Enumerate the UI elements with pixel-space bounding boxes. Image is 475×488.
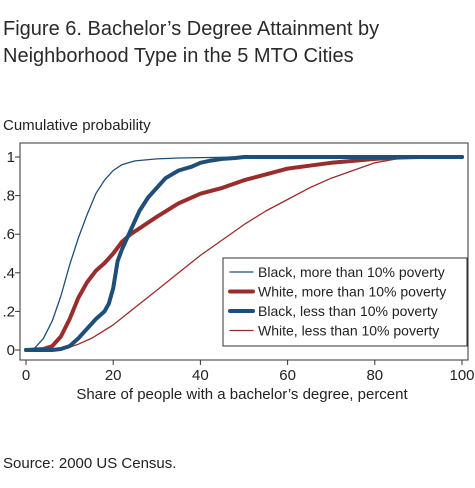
y-tick-label: 0: [7, 342, 15, 359]
y-tick-label: .4: [2, 265, 15, 282]
legend-entry-label: Black, less than 10% poverty: [258, 303, 438, 319]
x-tick-label: 60: [279, 367, 296, 384]
series-line-3: [25, 156, 463, 351]
x-tick-label: 40: [192, 367, 209, 384]
axes-layer: 0 20 40 60 80 100 0 .2 .4 .6 .8 1: [2, 142, 475, 384]
legend: Black, more than 10% poverty White, more …: [222, 257, 468, 347]
x-tick-label: 80: [366, 367, 383, 384]
series-line-0: [25, 156, 463, 351]
series-line-2: [24, 155, 464, 352]
y-tick-label: .6: [2, 226, 15, 243]
source-note: Source: 2000 US Census.: [3, 455, 177, 472]
y-tick-label: .8: [2, 188, 15, 205]
x-axis-label: Share of people with a bachelor’s degree…: [76, 386, 408, 403]
series-line-1: [24, 155, 464, 352]
y-tick-label: 1: [7, 149, 15, 166]
figure-title-line-1: Figure 6. Bachelor’s Degree Attainment b…: [3, 18, 380, 40]
legend-box: [222, 257, 468, 347]
y-tick-label: .2: [2, 303, 15, 320]
legend-entry-label: White, less than 10% poverty: [258, 323, 439, 339]
x-tick-label: 0: [22, 367, 30, 384]
x-tick-label: 20: [105, 367, 122, 384]
figure-title-line-2: Neighborhood Type in the 5 MTO Cities: [3, 45, 354, 67]
x-tick-label: 100: [449, 367, 474, 384]
figure-title: Figure 6. Bachelor’s Degree Attainment b…: [3, 16, 468, 70]
legend-entry-label: White, more than 10% poverty: [258, 284, 446, 300]
plot-frame: [19, 142, 469, 361]
y-axis-label: Cumulative probability: [3, 117, 151, 134]
legend-entry-label: Black, more than 10% poverty: [258, 264, 445, 280]
series-layer: [24, 155, 464, 352]
